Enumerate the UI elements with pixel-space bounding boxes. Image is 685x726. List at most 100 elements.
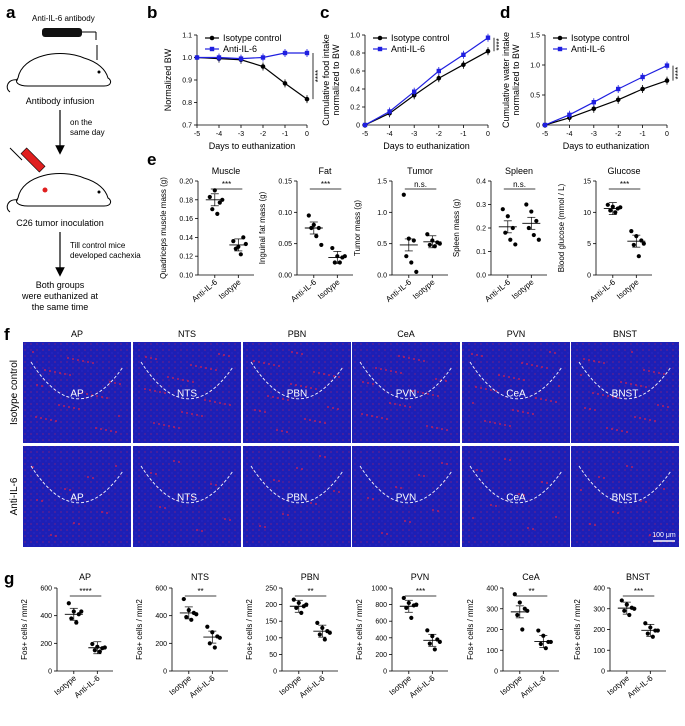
data-point (181, 596, 186, 602)
micro-col-title: CeA (397, 329, 415, 339)
fos-signal (446, 429, 448, 431)
y-tick-label: 15 (583, 179, 591, 186)
fos-signal (639, 417, 641, 419)
chart-title: CeA (522, 572, 540, 582)
data-point (437, 639, 442, 645)
y-tick-label: 1.5 (377, 179, 387, 186)
fos-signal (290, 383, 292, 385)
x-tick-label: -2 (260, 131, 266, 138)
fos-signal (44, 369, 46, 371)
fos-signal (92, 477, 94, 479)
data-point (513, 242, 518, 247)
y-axis-label: Fos+ cells / mm2 (135, 599, 144, 660)
sig-label: ** (307, 587, 313, 596)
fos-signal (536, 365, 538, 367)
fos-signal (163, 424, 165, 426)
panel-label-d: d (500, 3, 510, 22)
data-point (629, 229, 634, 234)
fos-signal (617, 512, 619, 514)
fos-signal (315, 388, 317, 390)
fos-signal (81, 392, 83, 394)
fos-signal (625, 382, 627, 384)
y-axis-label: Blood glucose (mmol / L) (557, 183, 566, 272)
fos-signal (205, 367, 207, 369)
y-tick-label: 300 (486, 606, 498, 613)
fos-signal (310, 502, 312, 504)
data-point (294, 605, 299, 611)
fos-signal (196, 414, 198, 416)
fos-signal (36, 384, 38, 386)
fos-signal (403, 356, 405, 358)
fos-signal (603, 477, 605, 479)
fos-signal (476, 354, 478, 356)
fos-signal (114, 382, 116, 384)
fos-signal (32, 351, 34, 353)
fos-signal (87, 361, 89, 363)
x-tick-label: Anti-IL-6 (626, 673, 655, 700)
data-point (591, 106, 597, 112)
y-tick-label: 10 (583, 210, 591, 217)
fos-signal (319, 455, 321, 457)
fos-signal (278, 480, 280, 482)
fos-signal (593, 360, 595, 362)
data-point (636, 254, 641, 259)
x-tick-label: Isotype (217, 277, 243, 301)
fos-signal (67, 357, 69, 359)
fos-signal (598, 476, 600, 478)
y-tick-label: 300 (593, 606, 605, 613)
fos-signal (645, 501, 647, 503)
legend-label: Isotype control (571, 33, 630, 43)
y-tick-label: 200 (593, 627, 605, 634)
fos-signal (394, 403, 396, 405)
fos-signal (657, 404, 659, 406)
data-point (517, 600, 522, 605)
fos-signal (92, 362, 94, 364)
y-tick-label: 100 (486, 648, 498, 655)
fos-signal (187, 495, 189, 497)
chart-title: Fat (318, 166, 332, 176)
fos-signal (101, 511, 103, 513)
data-point (536, 237, 541, 242)
fos-signal (210, 483, 212, 485)
fos-signal (210, 368, 212, 370)
fos-signal (490, 504, 492, 506)
panel-label-e: e (147, 150, 156, 169)
data-point (543, 646, 548, 651)
y-tick-label: 0.00 (278, 273, 292, 280)
legend-marker (377, 46, 383, 52)
fos-signal (580, 374, 582, 376)
sig-label: n.s. (513, 180, 526, 189)
region-boundary (250, 465, 344, 504)
data-point (542, 122, 548, 128)
legend-marker (209, 35, 215, 41)
x-tick-label: Anti-IL-6 (483, 277, 512, 304)
same-day-1: on the (70, 118, 93, 127)
fos-signal (418, 359, 420, 361)
fos-signal (276, 429, 278, 431)
fos-signal (545, 399, 547, 401)
y-tick-label: 250 (265, 586, 277, 593)
data-point (531, 232, 536, 238)
fos-signal (268, 363, 270, 365)
fos-signal (278, 365, 280, 367)
y-tick-label: 200 (40, 641, 52, 648)
data-point (210, 207, 215, 212)
data-point (387, 109, 392, 114)
x-tick-label: Anti-IL-6 (519, 673, 548, 700)
fos-signal (164, 507, 166, 509)
y-tick-label: 600 (40, 586, 52, 593)
y-axis-label: Fos+ cells / mm2 (245, 599, 254, 660)
fos-signal (362, 381, 364, 383)
fos-signal (367, 382, 369, 384)
fos-signal (36, 499, 38, 501)
fos-signal (64, 488, 66, 490)
euth-3: the same time (32, 302, 89, 312)
fos-signal (55, 535, 57, 537)
y-tick-label: 0.0 (476, 273, 486, 280)
fos-signal (115, 465, 117, 467)
data-point (330, 245, 335, 251)
data-point (414, 269, 419, 274)
region-label: PBN (287, 493, 308, 504)
